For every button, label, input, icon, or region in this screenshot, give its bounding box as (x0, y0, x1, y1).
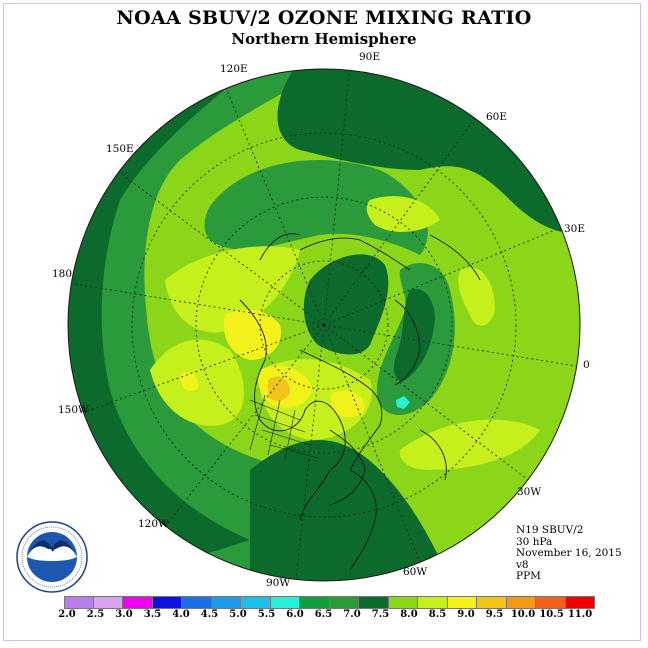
state-borders (249, 394, 319, 461)
colorbar-swatch (536, 597, 566, 608)
colorbar-swatch (152, 597, 182, 608)
map-subtitle: Northern Hemisphere (231, 30, 417, 48)
graticule (68, 69, 577, 580)
lon-label-120w: 120W (138, 518, 169, 530)
field-medium-green-west (68, 69, 420, 581)
figure-frame (3, 3, 641, 641)
field-lime-east (458, 267, 495, 326)
lon-label-60e: 60E (486, 111, 508, 123)
field-lime-north (366, 196, 440, 232)
colorbar-tick-label: 6.5 (314, 609, 333, 620)
colorbar-tick-label: 10.5 (539, 609, 564, 620)
colorbar-tick-label: 7.0 (343, 609, 361, 620)
coastlines (239, 233, 481, 571)
field-dark-green-south (250, 440, 460, 581)
lon-label-150w: 150W (58, 404, 89, 416)
colorbar-tick-label: 10.0 (510, 609, 536, 620)
info-date: November 16, 2015 (516, 547, 622, 559)
field-yellow-east (330, 390, 365, 418)
colorbar-tick-label: 5.5 (257, 609, 276, 620)
lon-label-150e: 150E (106, 143, 134, 155)
colorbar-tick-label: 5.0 (229, 609, 247, 620)
field-cyan-spot (396, 396, 410, 409)
colorbar-tick-label: 3.0 (115, 609, 133, 620)
colorbar-swatch (447, 597, 477, 608)
map-boundary (67, 68, 581, 582)
colorbar-tick-label: 6.0 (286, 609, 304, 620)
colorbar-swatch (418, 597, 448, 608)
field-lime-west (165, 246, 300, 333)
field-yellow-small (180, 372, 199, 392)
colorbar-tick-label: 9.5 (485, 609, 504, 620)
colorbar-swatch (300, 597, 330, 608)
lon-label-120e: 120E (220, 63, 248, 75)
colorbar-swatch (477, 597, 507, 608)
info-pressure: 30 hPa (516, 535, 553, 548)
colorbar-tick-label: 2.5 (86, 609, 105, 620)
info-satellite: N19 SBUV/2 (516, 524, 584, 536)
colorbar-swatch (359, 597, 389, 608)
map-title: NOAA SBUV/2 OZONE MIXING RATIO (116, 7, 532, 29)
colorbar-swatch (388, 597, 418, 608)
lon-label-30w: 30W (517, 486, 542, 498)
field-dark-green-east (394, 289, 435, 381)
info-version: v8 (516, 558, 529, 571)
lon-label-60w: 60W (403, 566, 428, 578)
noaa-logo: NOAA (16, 521, 88, 593)
colorbar-swatch (64, 597, 94, 608)
field-dark-green-vortex (303, 254, 389, 355)
colorbar-tick-label: 9.0 (457, 609, 475, 620)
colorbar-tick-label: 2.0 (58, 609, 76, 620)
colorbar-swatch (270, 597, 300, 608)
info-block: N19 SBUV/2 30 hPa November 16, 2015 v8 P… (516, 524, 622, 583)
lon-label-0: 0 (583, 359, 590, 371)
lon-label-30e: 30E (564, 223, 586, 235)
field-medium-green-ring (204, 160, 428, 255)
colorbar-swatch (93, 597, 123, 608)
lon-label-90e: 90E (359, 51, 381, 63)
lon-label-90w: 90W (266, 577, 291, 589)
colorbar-tick-label: 4.5 (200, 609, 219, 620)
field-orange-spot (268, 376, 290, 401)
colorbar-swatch (123, 597, 153, 608)
colorbar-swatch (565, 597, 595, 608)
colorbar-swatch (211, 597, 241, 608)
colorbar-tick-label: 8.0 (400, 609, 418, 620)
colorbar-tick-label: 4.0 (172, 609, 190, 620)
colorbar-swatch (182, 597, 212, 608)
colorbar-tick-label: 7.5 (371, 609, 390, 620)
noaa-logo-text: NOAA (39, 548, 65, 557)
colorbar-tick-label: 3.5 (143, 609, 162, 620)
colorbar-swatch (241, 597, 271, 608)
colorbar-ticks: 2.0 2.5 3.0 3.5 4.0 4.5 5.0 5.5 6.0 6.5 7.0 7.5 8.0 8… (0, 609, 648, 623)
field-yellow-west (223, 309, 281, 360)
colorbar (64, 596, 595, 609)
colorbar-tick-label: 8.5 (428, 609, 447, 620)
colorbar-swatch (329, 597, 359, 608)
colorbar-tick-label: 11.0 (567, 609, 593, 620)
info-units: PPM (516, 570, 541, 582)
lon-label-180: 180 (52, 268, 73, 280)
colorbar-swatch (506, 597, 536, 608)
field-lime-southeast (399, 419, 540, 470)
